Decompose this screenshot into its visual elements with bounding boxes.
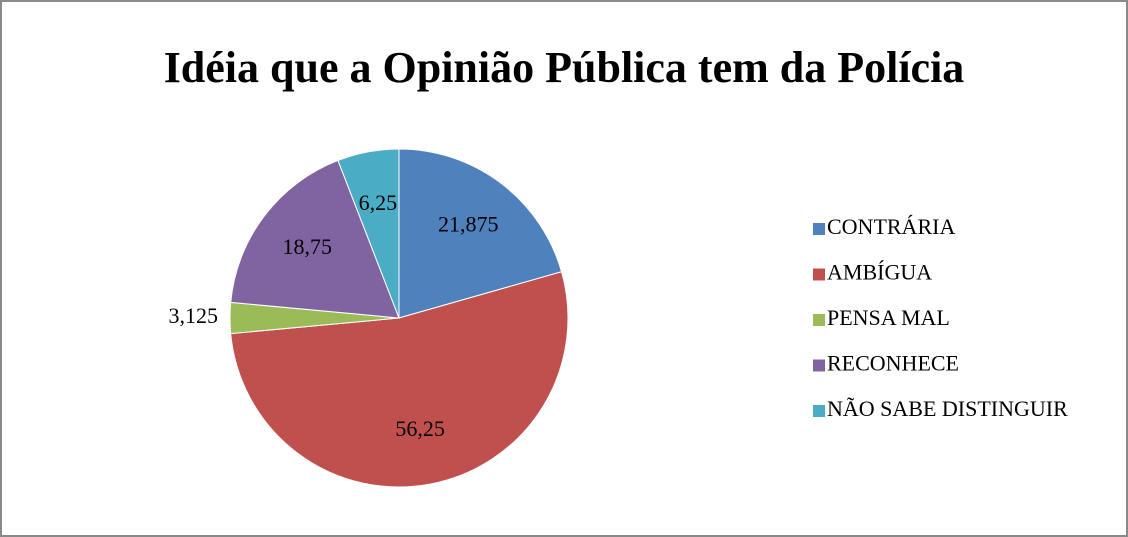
data-label: 3,125 <box>169 303 219 328</box>
legend-swatch <box>813 223 825 235</box>
pie-slice <box>337 148 400 319</box>
data-label: 21,875 <box>438 211 499 236</box>
data-label: 18,75 <box>283 234 333 259</box>
legend-label: RECONHECE <box>827 351 959 376</box>
chart-title: Idéia que a Opinião Pública tem da Políc… <box>164 43 965 92</box>
legend-label: CONTRÁRIA <box>827 214 955 239</box>
legend-label: AMBÍGUA <box>827 260 932 285</box>
pie-slice <box>230 271 569 488</box>
legend-swatch <box>813 405 825 417</box>
pie-slice <box>398 148 563 319</box>
data-label: 6,25 <box>359 190 398 215</box>
legend-swatch <box>813 359 825 372</box>
data-label: 56,25 <box>395 416 445 441</box>
legend-swatch <box>813 268 825 281</box>
legend-label: NÃO SABE DISTINGUIR <box>827 396 1068 421</box>
legend-label: PENSA MAL <box>827 305 950 330</box>
pie-slice <box>230 159 400 319</box>
legend-swatch <box>813 314 825 326</box>
